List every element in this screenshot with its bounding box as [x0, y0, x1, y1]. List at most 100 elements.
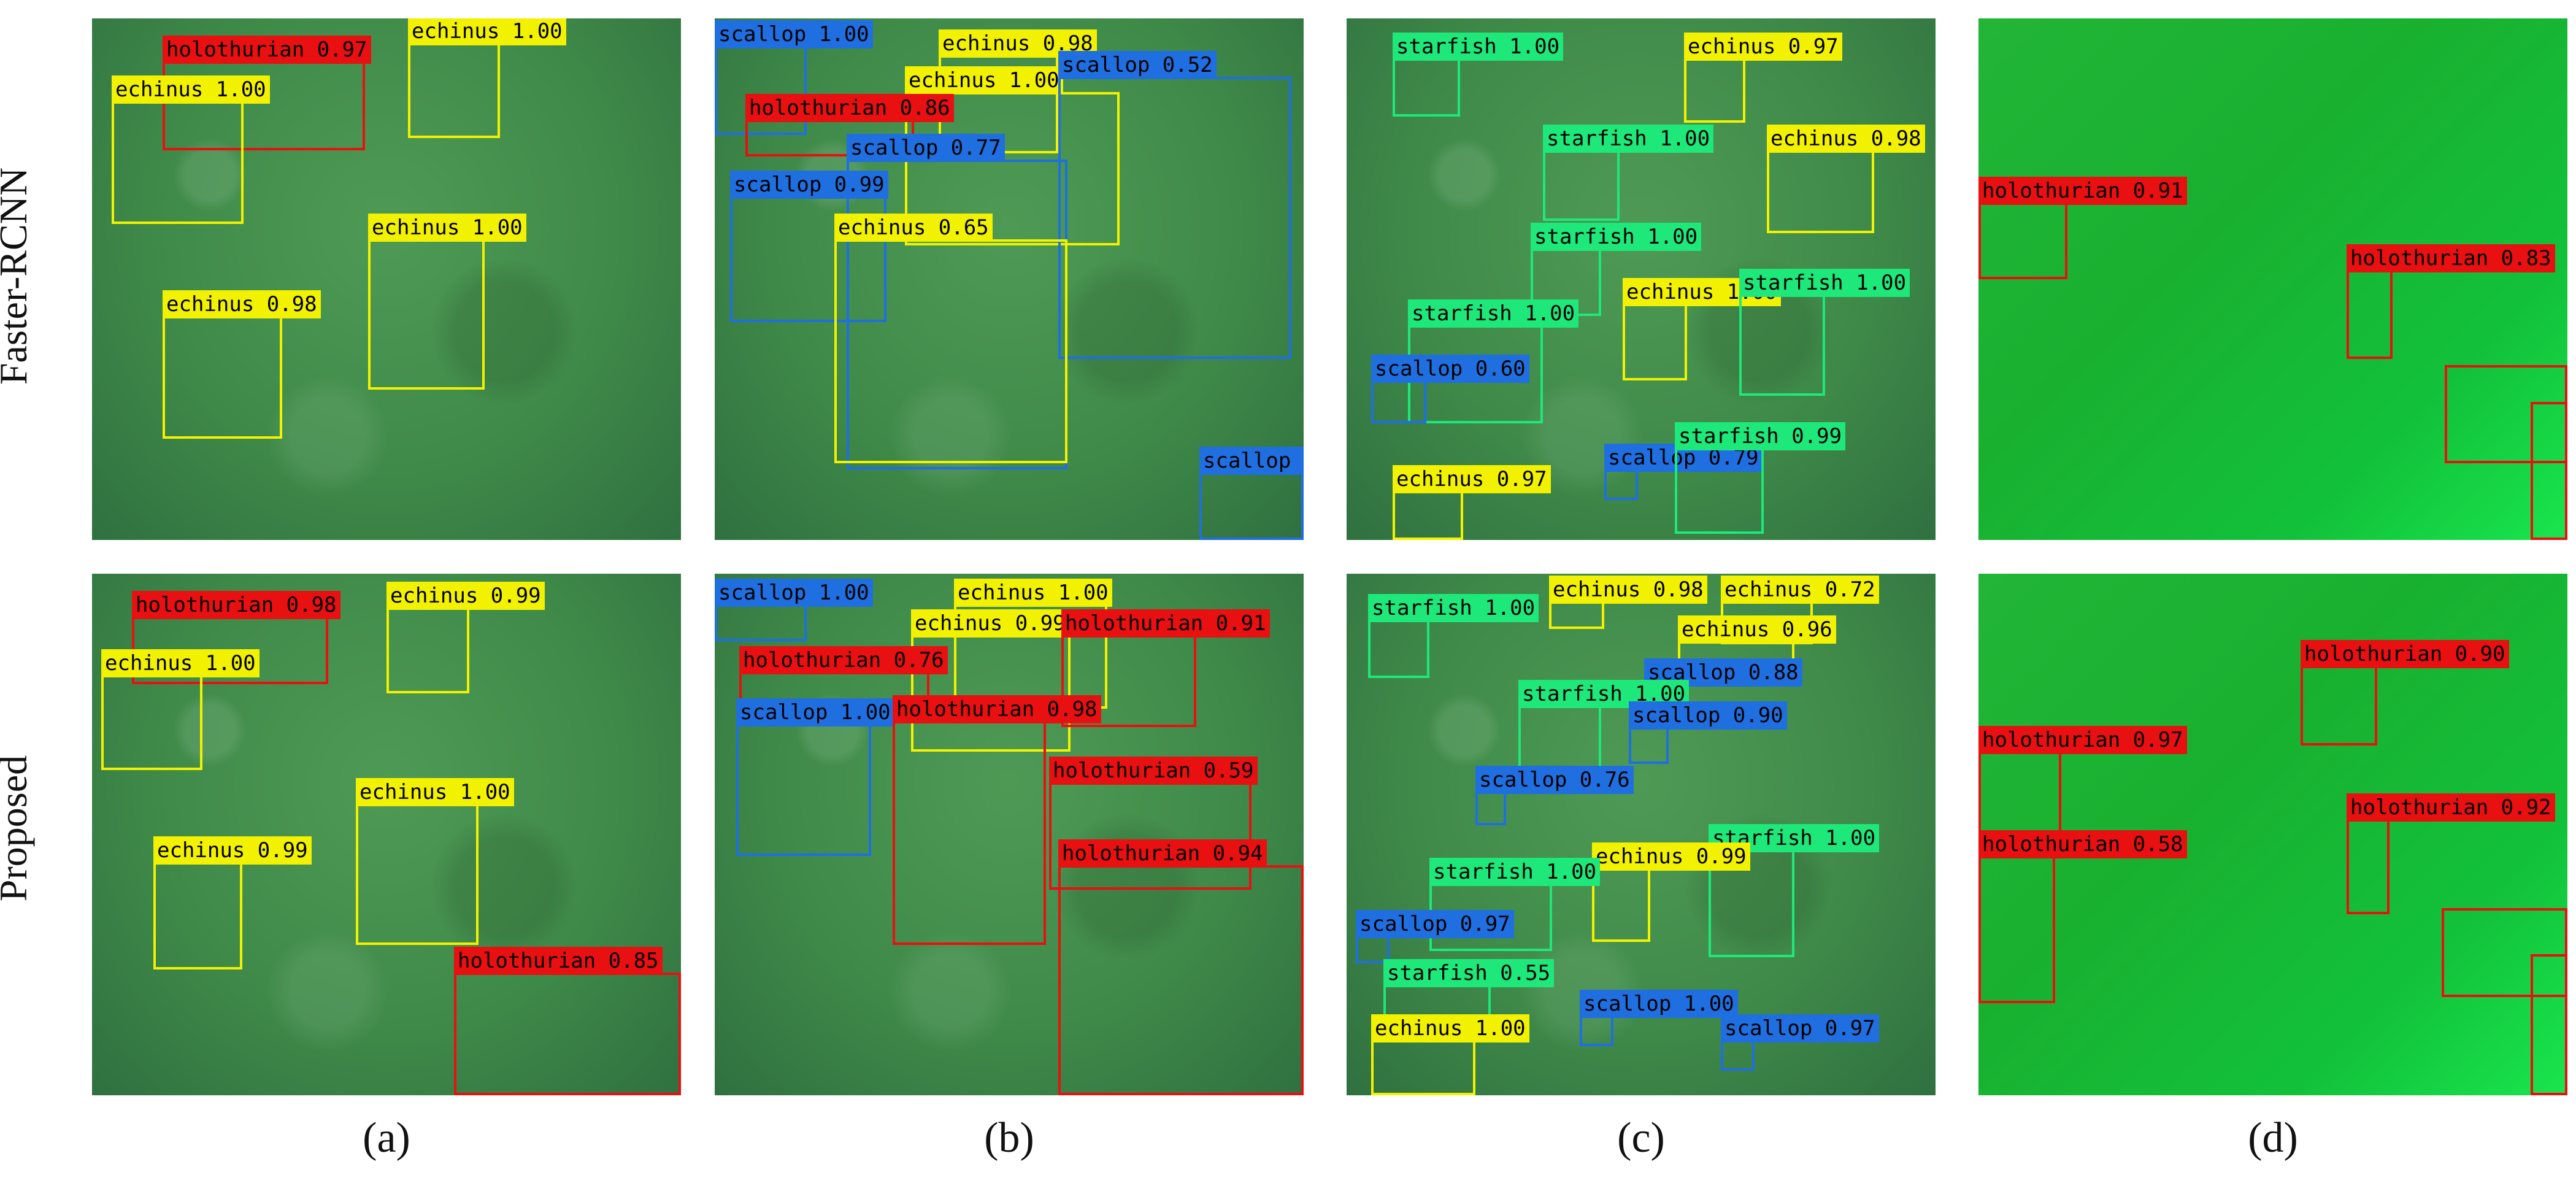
detection-box: scallop 0.99 — [730, 171, 888, 322]
caption-a: (a) — [363, 1114, 410, 1162]
detection-box: starfish 1.00 — [1709, 824, 1880, 957]
detection-box: starfish 1.00 — [1543, 125, 1714, 221]
panel-faster-rcnn-c: starfish 1.00 echinus 0.97 starfish 1.00… — [1347, 18, 1936, 540]
detection-box: echinus 1.00 — [112, 75, 270, 224]
detection-label: holothurian 0.97 — [163, 36, 371, 64]
detection-label: holothurian 0.90 — [2301, 640, 2509, 668]
detection-box: echinus 1.00 — [1623, 278, 1781, 380]
detection-label: holothurian 0.92 — [2347, 793, 2555, 822]
detection-label: echinus 0.97 — [1393, 465, 1551, 493]
detection-box: echinus 0.72 — [1721, 576, 1879, 644]
detection-box: scallop 1.00 — [736, 698, 894, 856]
detection-label: scallop 0.90 — [1629, 701, 1787, 730]
detection-box: holothurian 0.91 — [1978, 177, 2187, 279]
caption-b: (b) — [984, 1114, 1034, 1162]
detection-label: scallop 0.97 — [1356, 910, 1514, 938]
detection-label: scallop 1.00 — [1580, 990, 1738, 1018]
detection-label: scallop 1.00 — [715, 20, 873, 48]
detection-label: holothurian 0.86 — [745, 94, 954, 122]
detection-label: echinus 0.99 — [153, 836, 312, 865]
detection-label: echinus 0.97 — [1684, 33, 1842, 61]
detection-label: starfish 0.55 — [1383, 959, 1555, 987]
detection-box: holothurian 0.58 — [1978, 830, 2187, 1003]
detection-box: holothurian 0.97 — [163, 36, 371, 150]
detection-label: holothurian 0.59 — [1049, 757, 1258, 785]
detection-label: echinus 1.00 — [954, 579, 1112, 607]
detection-box: starfish 1.00 — [1429, 858, 1601, 951]
detection-box: echinus 0.99 — [911, 609, 1071, 752]
detection-label: holothurian 0.98 — [132, 591, 340, 619]
panel-proposed-d: holothurian 0.90 holothurian 0.97 holoth… — [1978, 574, 2567, 1095]
detection-box: scallop 0.79 — [1604, 444, 1763, 500]
detection-label: starfish 1.00 — [1709, 824, 1880, 852]
detection-box: scallop 0.90 — [1629, 701, 1787, 764]
detection-label: echinus 1.00 — [356, 778, 514, 806]
detection-label: holothurian 0.97 — [1978, 726, 2187, 754]
detection-label: echinus 0.98 — [1767, 125, 1925, 153]
detection-box: holothurian 0.91 — [1061, 609, 1270, 727]
detection-label: holothurian 0.58 — [1978, 830, 2187, 858]
detection-label: echinus 1.00 — [905, 66, 1063, 94]
detection-label: echinus 0.98 — [163, 290, 321, 318]
detection-box: starfish 1.00 — [1739, 269, 1910, 396]
detection-label: echinus 0.99 — [1592, 842, 1750, 871]
detection-box: holothurian 0.59 — [1049, 757, 1258, 890]
detection-box: echinus 0.97 — [1684, 33, 1842, 123]
detection-label: starfish 1.00 — [1408, 299, 1579, 328]
caption-c: (c) — [1617, 1114, 1665, 1162]
detection-box: holothurian 0.97 — [1978, 726, 2187, 841]
panel-proposed-c: starfish 1.00 echinus 0.98 echinus 0.72 … — [1347, 574, 1936, 1095]
panel-faster-rcnn-b: scallop 1.00 echinus 0.98 echinus 1.00 s… — [715, 18, 1304, 540]
detection-label: echinus 1.00 — [1371, 1014, 1529, 1043]
detection-label: echinus 1.00 — [408, 18, 566, 45]
panel-faster-rcnn-d: holothurian 0.91 holothurian 0.83 — [1978, 18, 2567, 540]
detection-label: starfish 1.00 — [1368, 594, 1539, 622]
detection-label: echinus 1.00 — [368, 214, 526, 242]
detection-label: holothurian 0.85 — [454, 947, 663, 975]
detection-box: echinus 0.97 — [1393, 465, 1551, 540]
detection-label: scallop 0.52 — [1058, 51, 1217, 79]
detection-box: scallop 0.76 — [1475, 766, 1634, 825]
detection-box: scallop 0 — [1199, 447, 1304, 540]
detection-label: starfish 0.99 — [1675, 422, 1846, 450]
detection-box: holothurian 0.83 — [2347, 244, 2555, 359]
detection-label: scallop 0.77 — [847, 134, 1005, 162]
detection-box: starfish 1.00 — [1408, 299, 1579, 423]
detection-box: starfish 1.00 — [1368, 594, 1539, 678]
detection-box: echinus 0.98 — [1549, 576, 1707, 629]
detection-box: scallop 1.00 — [715, 579, 873, 641]
detection-label: echinus 0.98 — [1549, 576, 1707, 604]
detection-box: holothurian 0.94 — [1058, 839, 1304, 1095]
detection-box: holothurian 0.85 — [454, 947, 681, 1095]
detection-label: echinus 1.00 — [101, 649, 260, 677]
detection-label: echinus 1.00 — [112, 75, 270, 104]
detection-box: scallop 0.60 — [1371, 355, 1529, 423]
detection-box: scallop 1.00 — [1580, 990, 1738, 1046]
detection-label: echinus 0.99 — [911, 609, 1069, 638]
detection-label: starfish 1.00 — [1429, 858, 1601, 886]
detection-label: scallop 0.60 — [1371, 355, 1529, 383]
detection-box: scallop 1.00 — [715, 20, 873, 135]
detection-label: scallop 0.76 — [1475, 766, 1634, 794]
detection-label: holothurian 0.91 — [1978, 177, 2187, 205]
detection-box: echinus 0.98 — [1767, 125, 1925, 233]
detection-box — [2531, 402, 2567, 540]
detection-box: holothurian 0.92 — [2347, 793, 2555, 914]
detection-box: starfish 1.00 — [1531, 223, 1702, 316]
detection-box: scallop 0.97 — [1356, 910, 1514, 963]
detection-box: holothurian 0.98 — [893, 695, 1101, 945]
detection-box: holothurian 0.86 — [745, 94, 954, 156]
detection-label: holothurian 0.94 — [1058, 839, 1267, 868]
detection-box: echinus 1.00 — [101, 649, 260, 770]
detection-box: echinus 0.98 — [163, 290, 321, 439]
detection-label: starfish 1.00 — [1739, 269, 1910, 297]
detection-label: starfish 1.00 — [1543, 125, 1714, 153]
detection-label: holothurian 0.91 — [1061, 609, 1270, 638]
detection-label: scallop 1.00 — [715, 579, 873, 607]
detection-box: starfish 1.00 — [1393, 33, 1564, 117]
detection-box: scallop 0.52 — [1058, 51, 1291, 359]
detection-label: starfish 1.00 — [1393, 33, 1564, 61]
caption-d: (d) — [2248, 1114, 2298, 1162]
detection-box: holothurian 0.98 — [132, 591, 340, 684]
detection-box: echinus 1.00 — [368, 214, 526, 390]
